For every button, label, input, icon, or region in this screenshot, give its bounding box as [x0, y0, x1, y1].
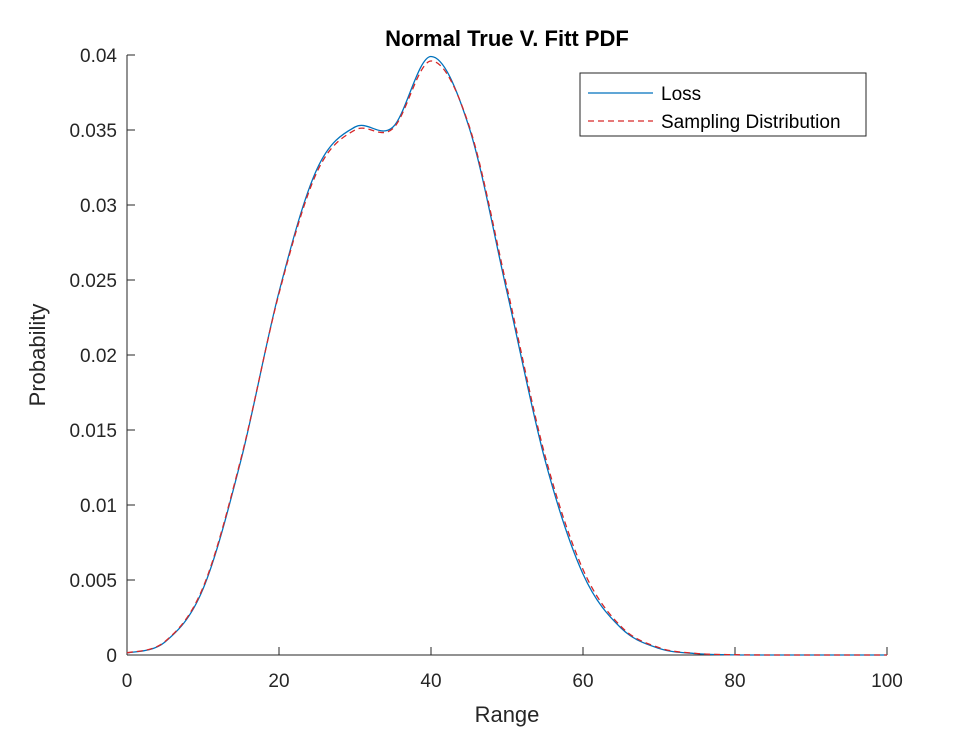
- y-tick-label: 0.04: [80, 46, 117, 67]
- y-tick-label: 0.02: [80, 346, 117, 367]
- y-tick-label: 0: [106, 646, 117, 667]
- x-tick-label: 40: [420, 671, 441, 692]
- y-axis-label: Probability: [25, 304, 50, 407]
- legend-label: Loss: [661, 84, 701, 105]
- chart-title: Normal True V. Fitt PDF: [385, 26, 629, 51]
- y-tick-label: 0.03: [80, 196, 117, 217]
- series-line-sampling-distribution: [126, 60, 887, 656]
- x-tick-label: 100: [871, 671, 903, 692]
- x-tick-label: 80: [724, 671, 745, 692]
- legend-box: [579, 72, 867, 137]
- series-line-loss: [126, 55, 887, 656]
- y-tick-label: 0.035: [69, 121, 117, 142]
- x-axis-label: Range: [475, 702, 540, 727]
- plot-area: 0 20 40 60 80 100 0 0.005 0.01 0.015 0.02 0.025 0.03…: [69, 46, 902, 692]
- y-tick-label: 0.01: [80, 496, 117, 517]
- x-tick-label: 0: [122, 671, 133, 692]
- legend: Loss Sampling Distribution: [579, 72, 867, 137]
- y-tick-label: 0.015: [69, 421, 117, 442]
- x-tick-label: 60: [572, 671, 593, 692]
- y-tick-label: 0.005: [69, 571, 117, 592]
- x-tick-label: 20: [268, 671, 289, 692]
- legend-label: Sampling Distribution: [661, 112, 841, 133]
- y-tick-label: 0.025: [69, 271, 117, 292]
